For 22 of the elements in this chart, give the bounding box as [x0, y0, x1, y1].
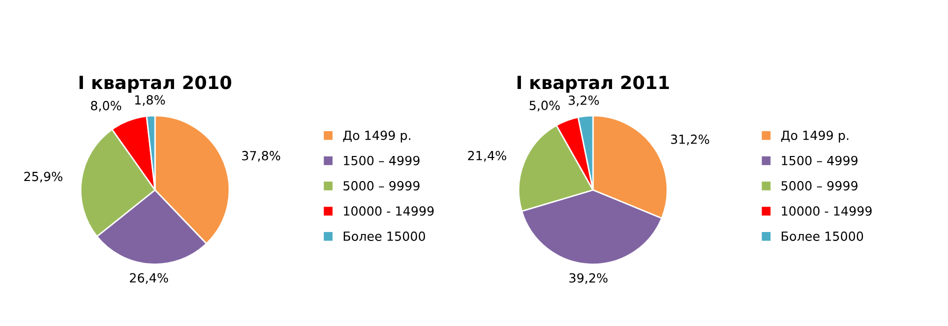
data-label: 39,2% [569, 273, 608, 284]
data-label: 3,2% [568, 95, 599, 106]
data-label: 37,8% [242, 150, 280, 162]
data-label: 8,0% [90, 100, 122, 112]
data-label: 21,4% [468, 150, 506, 162]
data-label: 5,0% [530, 100, 560, 112]
data-label: 31,2% [671, 134, 710, 146]
legend-label: 10000 - 14999 [344, 206, 434, 216]
legend-label: До 1499 р. [343, 130, 410, 142]
legend-label: 5000 – 9999 [782, 181, 858, 191]
data-label: 26,4% [130, 273, 168, 284]
legend-label: 5000 – 9999 [344, 181, 420, 191]
data-label: 25,9% [24, 172, 62, 182]
legend-label: До 1499 р. [781, 130, 848, 142]
legend-label: 1500 – 4999 [344, 156, 420, 166]
data-label: 1,8% [135, 95, 165, 106]
chart-title: I квартал 2011 [518, 76, 669, 93]
legend-label: 10000 - 14999 [782, 206, 872, 216]
legend-label: 1500 – 4999 [782, 156, 858, 166]
legend-label: Более 15000 [782, 231, 864, 241]
chart-title: I квартал 2010 [80, 76, 232, 93]
legend-label: Более 15000 [344, 231, 426, 241]
